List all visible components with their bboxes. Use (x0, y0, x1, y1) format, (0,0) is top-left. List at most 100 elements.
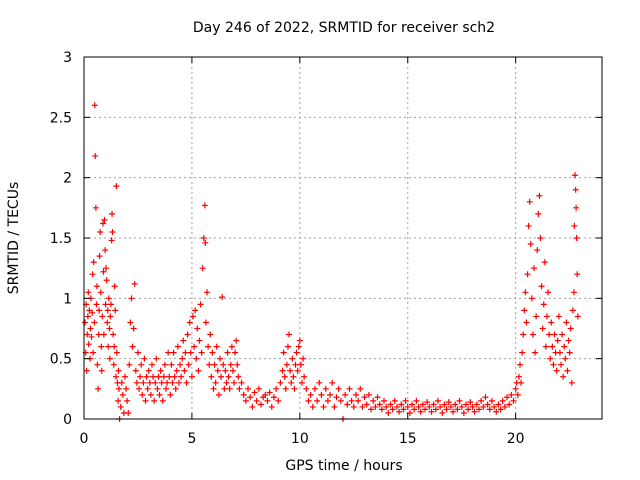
data-point (475, 406, 482, 413)
data-point (537, 235, 544, 241)
data-point (316, 379, 323, 386)
data-point (115, 385, 122, 392)
data-point (385, 409, 392, 416)
data-point (568, 379, 575, 386)
data-point (183, 379, 190, 386)
data-point (329, 379, 336, 386)
data-point (179, 355, 186, 362)
data-point (422, 406, 429, 413)
data-point (113, 183, 120, 190)
data-point (253, 397, 260, 404)
data-point (521, 307, 528, 314)
data-point (281, 373, 288, 380)
data-point (185, 361, 192, 368)
data-point (171, 373, 178, 380)
data-point (192, 307, 199, 314)
data-point (112, 373, 119, 380)
data-point (532, 349, 539, 356)
data-point (111, 343, 118, 350)
data-point (202, 239, 209, 246)
data-point (300, 355, 307, 362)
data-point (204, 289, 211, 296)
y-tick-label: 0 (63, 412, 72, 428)
data-point (541, 259, 548, 266)
data-point (122, 373, 129, 380)
data-point (82, 319, 89, 326)
x-tick-label: 15 (399, 431, 417, 447)
data-point (106, 325, 113, 332)
data-point (169, 379, 176, 386)
data-point (110, 331, 117, 338)
data-point (333, 394, 340, 401)
data-point (574, 271, 581, 278)
data-point (467, 399, 474, 406)
data-point (533, 313, 540, 320)
data-point (178, 373, 185, 380)
data-point (268, 403, 275, 410)
data-point (563, 319, 570, 326)
data-point (174, 343, 181, 350)
data-point (566, 349, 573, 356)
data-point (228, 343, 235, 350)
data-point (142, 397, 149, 404)
data-point (93, 283, 100, 290)
grid-lines (84, 57, 602, 419)
data-point (210, 385, 217, 392)
data-point (128, 295, 135, 302)
data-point (452, 401, 459, 408)
data-point (141, 355, 148, 362)
data-point (139, 391, 146, 398)
data-point (555, 313, 562, 320)
data-point (293, 349, 300, 356)
data-point (213, 343, 220, 350)
data-point (233, 337, 240, 344)
data-point (352, 391, 359, 398)
data-point (426, 403, 433, 410)
data-point (450, 408, 457, 415)
data-point (232, 349, 239, 356)
data-point (264, 397, 271, 404)
data-point (131, 280, 138, 287)
x-axis-label: GPS time / hours (285, 458, 402, 474)
data-point (282, 385, 289, 392)
data-point (456, 397, 463, 404)
data-point (218, 373, 225, 380)
data-point (223, 379, 230, 386)
data-point (424, 399, 431, 406)
data-point (200, 235, 207, 241)
data-point (208, 373, 215, 380)
data-point (132, 367, 139, 374)
data-point (551, 331, 558, 338)
data-point (153, 355, 160, 362)
data-point (255, 385, 262, 392)
data-point (134, 349, 141, 356)
x-tick-label: 5 (187, 431, 196, 447)
data-point (545, 289, 552, 296)
data-point (327, 391, 334, 398)
data-point (111, 283, 118, 290)
data-point (406, 409, 413, 416)
data-point (109, 210, 116, 217)
data-point (381, 397, 388, 404)
data-point (402, 397, 409, 404)
data-point (398, 401, 405, 408)
data-point (441, 401, 448, 408)
data-point (187, 349, 194, 356)
data-point (357, 385, 364, 392)
data-point (106, 355, 113, 362)
data-point (137, 373, 144, 380)
data-point (391, 397, 398, 404)
data-point (480, 403, 487, 410)
data-point (561, 343, 568, 350)
data-point (542, 343, 549, 350)
data-point (286, 331, 293, 338)
data-point (91, 102, 98, 109)
data-point (90, 259, 97, 266)
data-point (102, 247, 109, 254)
data-point (180, 337, 187, 344)
data-point (484, 401, 491, 408)
data-point (145, 367, 152, 374)
data-point (527, 241, 534, 248)
data-point (523, 319, 530, 326)
